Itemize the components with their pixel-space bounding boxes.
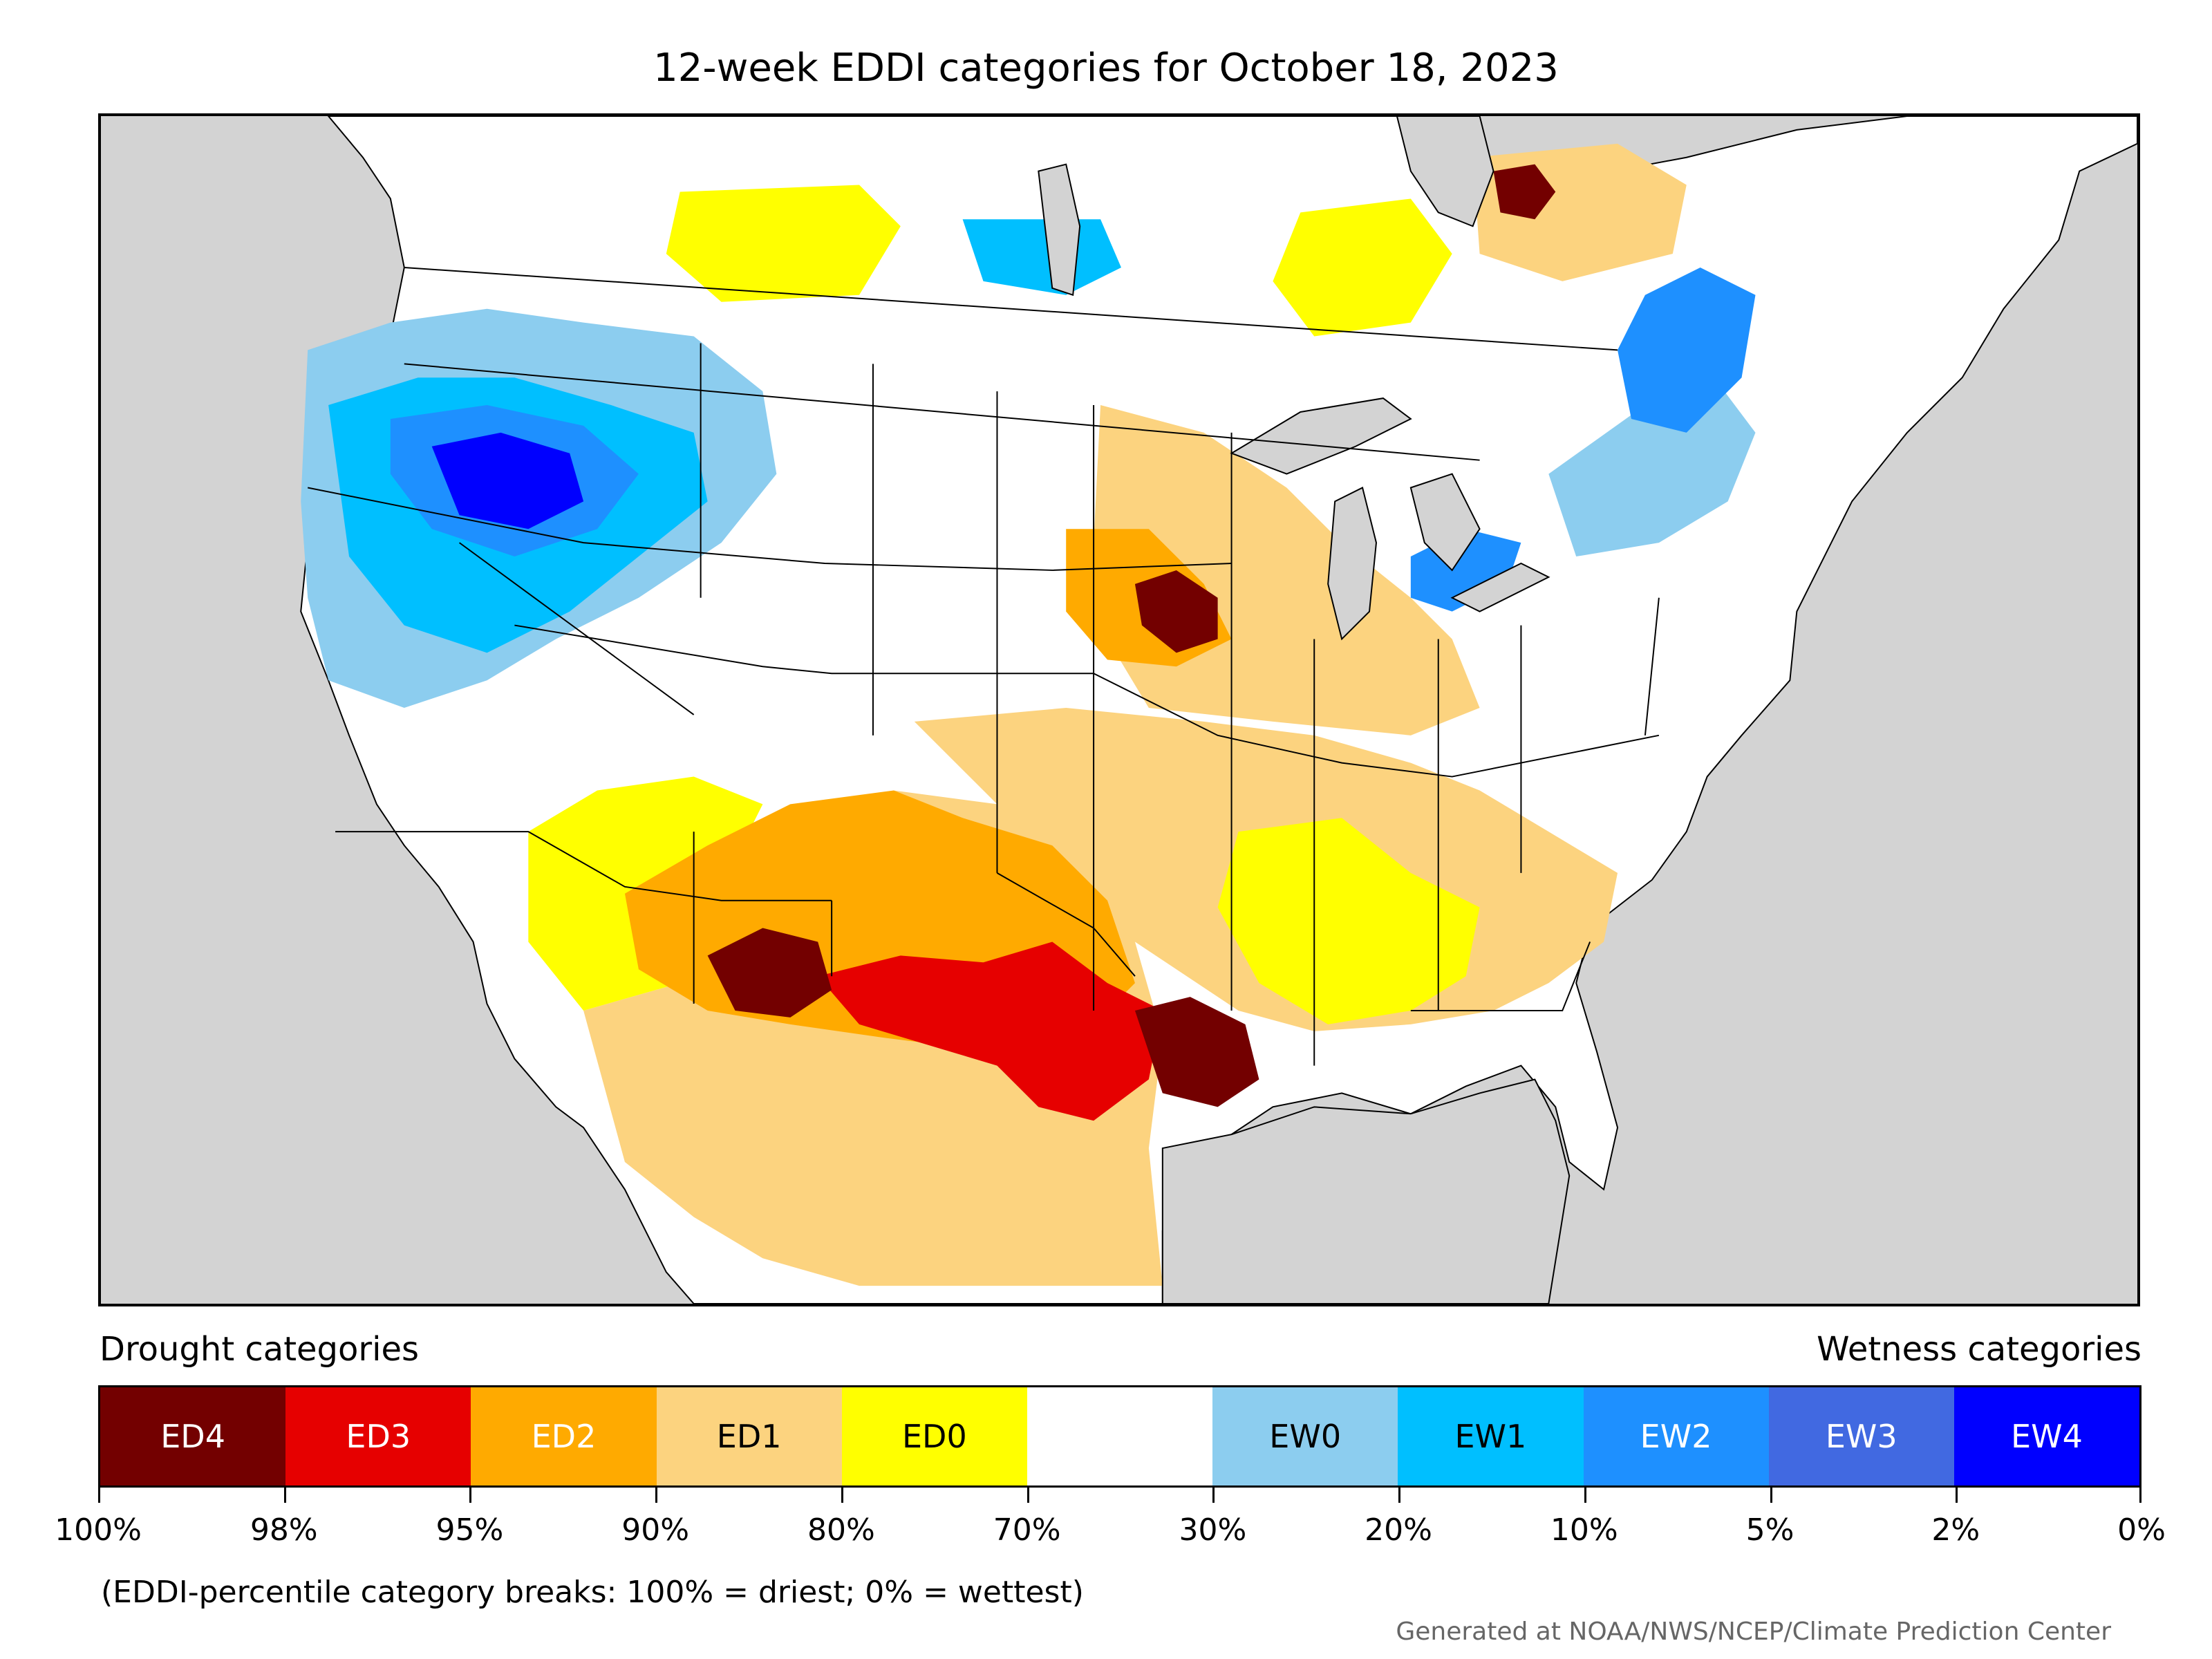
lake-michigan: [1327, 487, 1377, 641]
ed3-texas: [818, 941, 1163, 1121]
eddi-map: [98, 113, 2140, 1306]
legend-tick: [655, 1488, 658, 1503]
ed4-louisiana: [1134, 997, 1259, 1107]
credit-text: Generated at NOAA/NWS/NCEP/Climate Predi…: [1396, 1618, 2111, 1646]
drought-categories-label: Drought categories: [100, 1330, 419, 1369]
legend-segment-ew1: EW1: [1398, 1387, 1584, 1485]
lake-winnipeg: [1038, 163, 1081, 297]
lake-erie: [1450, 562, 1550, 612]
legend-tick: [1584, 1488, 1586, 1503]
legend-tick-label: 70%: [993, 1512, 1061, 1548]
legend-segment-ed1: ED1: [656, 1387, 842, 1485]
legend-ticks: [98, 1488, 2141, 1504]
legend-tick: [469, 1488, 472, 1503]
gulf-of-mexico: [1161, 1078, 1571, 1304]
legend-tick: [1398, 1488, 1401, 1503]
legend-segment-ew4: EW4: [1953, 1387, 2140, 1485]
hudson-bay: [1396, 116, 1494, 227]
legend-tick: [98, 1488, 100, 1503]
legend-tick-label: 90%: [621, 1512, 690, 1548]
legend-segment-ed3: ED3: [285, 1387, 471, 1485]
ew0-northeast: [1548, 377, 1756, 557]
legend-segment-ed4: ED4: [100, 1387, 286, 1485]
ed4-iowa: [1134, 570, 1218, 653]
legend-tick-label: 0%: [2117, 1512, 2166, 1548]
legend-segment-none: [1027, 1387, 1213, 1485]
wetness-categories-label: Wetness categories: [1817, 1330, 2141, 1369]
ed4-newmexico: [707, 928, 832, 1018]
legend-tick-label: 80%: [807, 1512, 875, 1548]
legend-tick: [1212, 1488, 1215, 1503]
map-title: 12-week EDDI categories for October 18, …: [653, 46, 1559, 91]
legend-tick-label: 30%: [1179, 1512, 1247, 1548]
legend-segment-ew3: EW3: [1768, 1387, 1954, 1485]
ed0-ontario: [1273, 198, 1452, 337]
lake-huron: [1409, 473, 1481, 572]
legend-tick-label: 98%: [250, 1512, 318, 1548]
legend-tick: [1027, 1488, 1029, 1503]
ew1-canada: [962, 219, 1121, 295]
legend-tick: [1770, 1488, 1772, 1503]
legend-segment-ed2: ED2: [471, 1387, 657, 1485]
legend-colorbar: ED4 ED3 ED2 ED1 ED0 EW0 EW1 EW2 EW3 EW4: [98, 1385, 2141, 1488]
legend-tick: [841, 1488, 843, 1503]
legend-tick: [1956, 1488, 1958, 1503]
legend-tick: [283, 1488, 286, 1503]
legend-tick-label: 2%: [1931, 1512, 1980, 1548]
ew2-newengland: [1618, 267, 1756, 433]
legend-tick: [2139, 1488, 2141, 1503]
legend-segment-ew0: EW0: [1212, 1387, 1398, 1485]
legend-tick-label: 95%: [435, 1512, 504, 1548]
legend-segment-ew2: EW2: [1583, 1387, 1769, 1485]
legend-segment-ed0: ED0: [841, 1387, 1027, 1485]
legend-tick-label: 5%: [1745, 1512, 1794, 1548]
map-canvas: [300, 116, 2137, 1304]
legend-tick-label: 20%: [1365, 1512, 1432, 1548]
legend-tick-label: 100%: [55, 1512, 142, 1548]
lake-superior: [1230, 397, 1412, 475]
legend-tick-label: 10%: [1550, 1512, 1618, 1548]
ed0-southeast: [1217, 818, 1480, 1024]
state-borders: [307, 266, 1660, 1066]
category-note: (EDDI-percentile category breaks: 100% =…: [101, 1575, 1084, 1610]
ed0-north: [666, 185, 901, 302]
ed4-quebec: [1493, 164, 1556, 220]
ew4-greatbasin: [431, 432, 584, 529]
